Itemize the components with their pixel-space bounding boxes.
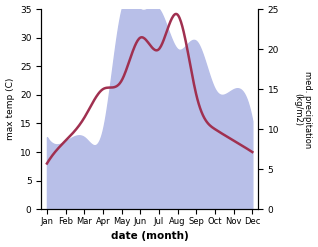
Y-axis label: max temp (C): max temp (C) — [5, 78, 15, 140]
X-axis label: date (month): date (month) — [111, 231, 189, 242]
Y-axis label: med. precipitation
(kg/m2): med. precipitation (kg/m2) — [293, 71, 313, 148]
